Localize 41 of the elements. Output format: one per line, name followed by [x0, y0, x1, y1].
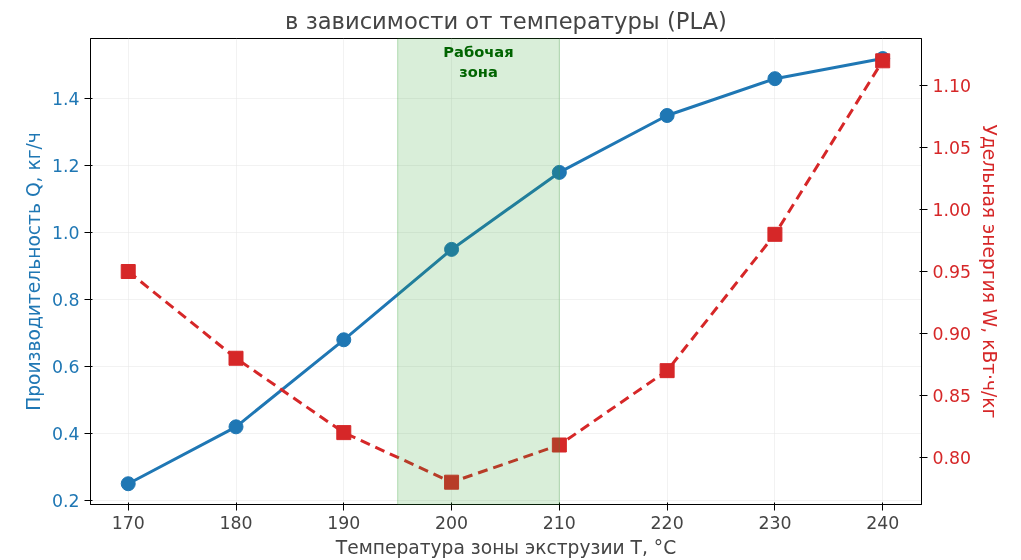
- x-tick-label: 240: [866, 512, 900, 533]
- x-tick-label: 210: [542, 512, 576, 533]
- x-tick-label: 230: [758, 512, 792, 533]
- x-tick-label: 180: [219, 512, 253, 533]
- point: [444, 241, 460, 257]
- y2-axis-title: Удельная энергия W, кВт·ч/кг: [979, 124, 1001, 419]
- point: [336, 332, 352, 348]
- band-label: Рабочая зона: [443, 42, 514, 80]
- y2-tick-label: 0.95: [932, 262, 972, 282]
- y-tick-label: 0.8: [51, 290, 80, 311]
- point: [659, 363, 675, 379]
- y-tick-label: 1.0: [51, 223, 80, 244]
- y2-tick-label: 1.05: [932, 138, 972, 159]
- point: [551, 437, 567, 453]
- y2-tick-label: 0.90: [932, 323, 972, 344]
- y-axis-title: Производительность Q, кг/ч: [22, 132, 44, 411]
- point: [767, 71, 783, 87]
- point: [120, 264, 136, 279]
- chart-title: в зависимости от температуры (PLA): [285, 7, 727, 34]
- y2-tick-label: 0.80: [932, 447, 972, 468]
- point: [336, 425, 352, 441]
- y-tick-label: 0.6: [51, 357, 80, 378]
- y-tick-label: 1.4: [51, 89, 80, 110]
- point: [767, 226, 783, 242]
- x-tick-label: 200: [435, 512, 469, 533]
- y-tick-label: 0.4: [51, 424, 80, 445]
- y-tick-label: 0.2: [51, 490, 80, 511]
- y-tick-label: 1.2: [51, 156, 80, 177]
- point: [551, 164, 567, 180]
- x-axis-title: Температура зоны экструзии T, °C: [334, 536, 677, 558]
- y2-tick-label: 1.10: [932, 76, 972, 97]
- point: [228, 350, 244, 366]
- x-tick-label: 190: [327, 512, 361, 533]
- x-tick-label: 170: [111, 512, 145, 533]
- y2-tick-label: 1.00: [932, 200, 972, 221]
- point: [659, 108, 675, 123]
- x-tick-label: 220: [650, 512, 684, 533]
- point: [228, 419, 244, 435]
- point: [120, 476, 136, 492]
- point: [444, 474, 460, 490]
- y2-tick-label: 0.85: [932, 385, 972, 406]
